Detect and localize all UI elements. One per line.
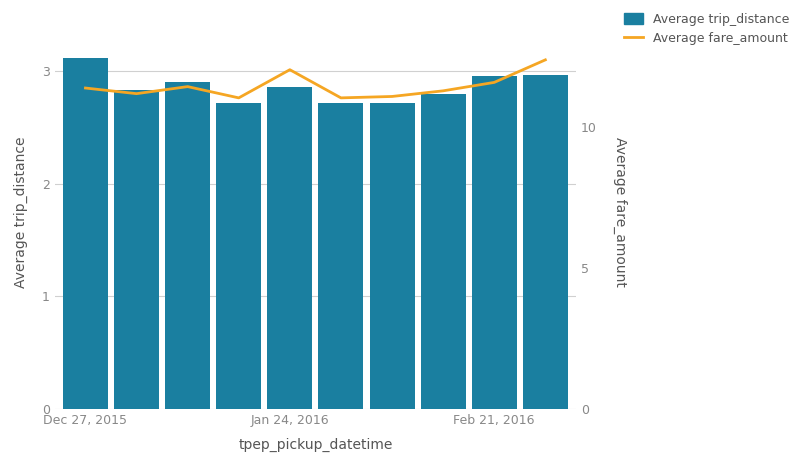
Bar <box>421 94 466 409</box>
Bar <box>165 82 210 409</box>
Bar <box>63 58 108 409</box>
Y-axis label: Average fare_amount: Average fare_amount <box>614 137 627 287</box>
Bar <box>472 75 517 409</box>
Y-axis label: Average trip_distance: Average trip_distance <box>14 136 28 288</box>
Bar <box>370 103 414 409</box>
X-axis label: tpep_pickup_datetime: tpep_pickup_datetime <box>238 438 393 452</box>
Bar <box>216 103 262 409</box>
Bar <box>523 75 568 409</box>
Bar <box>267 87 312 409</box>
Legend: Average trip_distance, Average fare_amount: Average trip_distance, Average fare_amou… <box>624 13 789 45</box>
Bar <box>318 103 363 409</box>
Bar <box>114 90 159 409</box>
